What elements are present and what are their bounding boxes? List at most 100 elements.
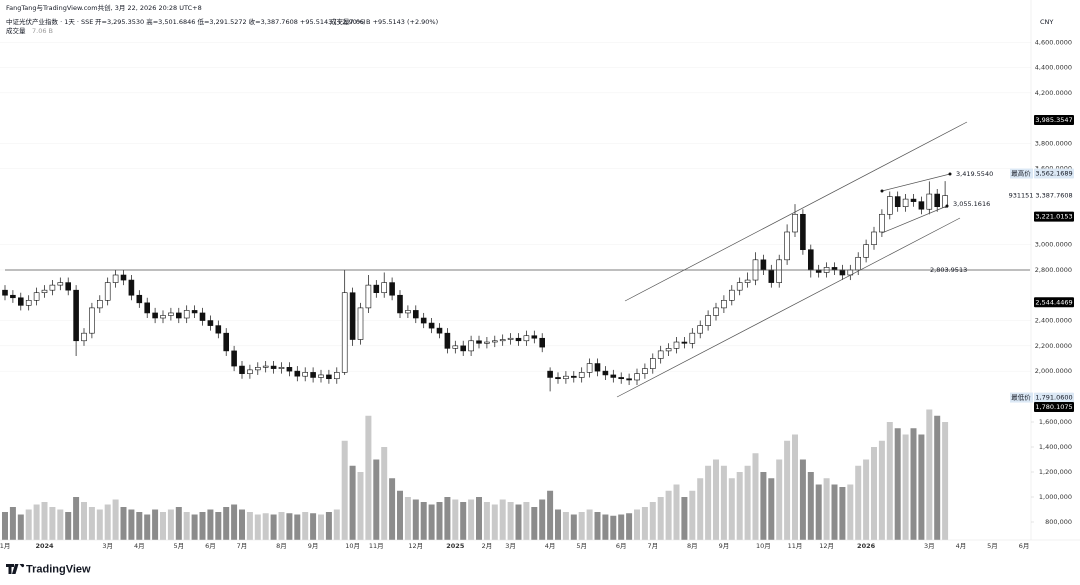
candle-body: [910, 198, 917, 202]
x-tick-label: 12月: [819, 542, 834, 550]
candle-body: [578, 372, 585, 378]
volume-bar: [831, 484, 838, 540]
candle-body: [689, 332, 696, 344]
volume-bar: [41, 502, 48, 540]
volume-bar: [381, 447, 388, 540]
y2-tick-label: 1,600,000: [1039, 418, 1072, 426]
x-tick-label: 3月: [102, 542, 113, 550]
volume-bar: [673, 484, 680, 540]
volume-bar: [365, 415, 372, 540]
anchor: [948, 172, 952, 176]
volume-bar: [681, 497, 688, 540]
candle-body: [41, 289, 48, 294]
x-tick-label: 10月: [345, 542, 360, 550]
candle-body: [531, 335, 538, 339]
price-badge: [1034, 297, 1074, 308]
candle-body: [199, 312, 206, 321]
candle-body: [491, 340, 498, 343]
volume-bar: [618, 514, 625, 540]
candle-body: [886, 196, 893, 215]
volume-bar: [294, 514, 301, 540]
y2-tick-label: 1,200,000: [1039, 468, 1072, 476]
volume-bar: [239, 509, 245, 540]
volume-bar: [223, 507, 230, 540]
y-tick-label: 4,600.0000: [1035, 38, 1072, 46]
candle-body: [879, 213, 885, 233]
volume-bar: [254, 514, 261, 540]
price-badge-label: 1,780.1075: [1035, 403, 1072, 411]
y2-tick-label: 800,000: [1045, 518, 1072, 526]
volume-bar: [136, 512, 143, 540]
candle-body: [634, 373, 640, 381]
candle-body: [349, 292, 356, 340]
volume-bar: [278, 512, 285, 540]
volume-bar: [602, 514, 609, 540]
candle-body: [73, 289, 79, 342]
volume-bar: [886, 422, 893, 540]
volume-bar: [531, 507, 538, 540]
volume-bar: [555, 509, 561, 540]
volume-bar: [444, 497, 451, 540]
candle-body: [326, 374, 332, 380]
x-tick-label: 4月: [956, 542, 967, 550]
volume-bar: [404, 497, 411, 540]
candle-body: [586, 363, 593, 373]
candle-body: [863, 244, 869, 258]
x-tick-label: 8月: [276, 542, 287, 550]
volume-bar: [33, 504, 40, 540]
candle-body: [341, 292, 348, 373]
volume-bar: [839, 487, 846, 540]
volume-bar: [144, 514, 151, 540]
candle-body: [792, 213, 798, 233]
x-tick-label: 10月: [756, 542, 771, 550]
anchor: [880, 189, 884, 193]
x-tick-label: 2024: [35, 542, 54, 550]
candle-body: [918, 201, 925, 210]
volume-bar: [81, 502, 87, 540]
candle-body: [97, 299, 103, 309]
x-tick-label: 5月: [576, 542, 587, 550]
volume-bar: [768, 478, 775, 540]
price-badge-label: 3,221.0153: [1035, 213, 1072, 221]
volume-bar: [807, 472, 814, 540]
candle-body: [926, 193, 933, 210]
volume-bar: [73, 497, 80, 540]
volume-bar: [412, 499, 419, 540]
candle-body: [744, 279, 751, 283]
volume-bar: [760, 472, 767, 540]
candle-body: [255, 367, 261, 371]
volume-bar: [373, 459, 380, 540]
volume-bar: [918, 434, 925, 540]
candle-body: [57, 282, 64, 286]
drawings: 3,419.5540 3,055.1616 2,803.9513: [5, 121, 1030, 398]
y-tick-label: 3,000.0000: [1035, 241, 1072, 249]
y-tick-label: 2,200.0000: [1035, 342, 1072, 350]
volume-bar: [776, 459, 783, 540]
x-tick-label: 8月: [687, 542, 698, 550]
candle-body: [642, 368, 648, 374]
x-tick-label: 7月: [647, 542, 658, 550]
candle-body: [176, 312, 182, 319]
volume-bar: [452, 499, 459, 540]
volume-bar: [183, 512, 190, 540]
annotation: 3,419.5540: [956, 170, 993, 178]
price-badge: [1034, 401, 1074, 412]
volume-bar: [657, 497, 664, 540]
volume-bar: [112, 499, 119, 540]
volume-bar: [262, 513, 269, 540]
channel-lower: [616, 217, 961, 398]
volume-bar: [847, 484, 854, 540]
volume-bar: [2, 512, 8, 540]
candle-body: [894, 196, 901, 207]
candle-body: [405, 310, 411, 314]
volume-bar: [728, 478, 735, 540]
volume-bar: [160, 512, 166, 540]
candle-body: [247, 369, 253, 374]
x-tick-label: 2026: [857, 542, 876, 550]
candle-body: [539, 337, 546, 348]
candle-body: [728, 289, 735, 301]
candle-body: [168, 312, 174, 316]
candle-body: [2, 289, 8, 296]
volume-bar: [744, 465, 751, 540]
volume-bar: [720, 465, 727, 540]
